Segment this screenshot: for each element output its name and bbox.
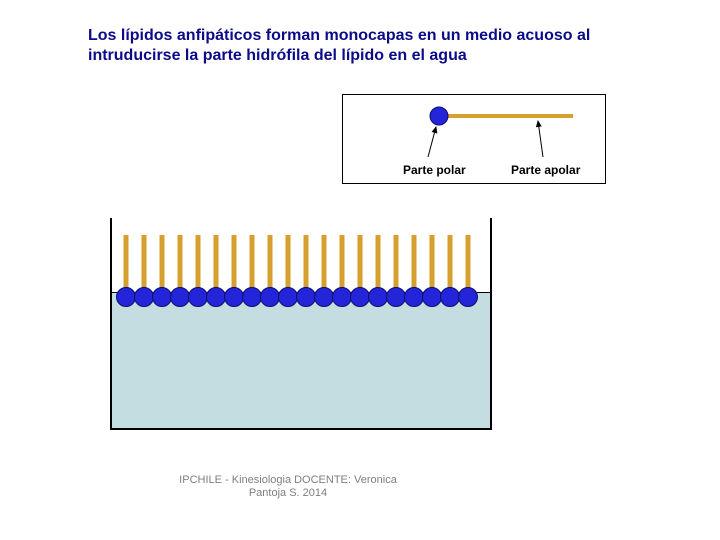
lipid-head	[206, 287, 226, 307]
legend-label-polar: Parte polar	[403, 163, 466, 177]
footer-line-2: Pantoja S. 2014	[249, 487, 327, 499]
footer-line-1: IPCHILE - Kinesiologia DOCENTE: Veronica	[179, 474, 397, 486]
lipid-head	[404, 287, 424, 307]
legend-box: Parte polar Parte apolar	[342, 94, 606, 184]
title-line-1: Los lípidos anfipáticos forman monocapas…	[88, 27, 590, 44]
slide-footer: IPCHILE - Kinesiologia DOCENTE: Veronica…	[158, 474, 418, 500]
water-container	[110, 218, 492, 430]
arrow-apolar	[538, 121, 543, 157]
lipid-head	[278, 287, 298, 307]
lipid-head	[152, 287, 172, 307]
lipid-head	[314, 287, 334, 307]
lipid-monolayer	[112, 218, 490, 428]
lipid-head	[242, 287, 262, 307]
legend-label-apolar: Parte apolar	[511, 163, 580, 177]
lipid-head	[170, 287, 190, 307]
slide: Los lípidos anfipáticos forman monocapas…	[0, 0, 720, 540]
lipid-head	[440, 287, 460, 307]
lipid-head	[188, 287, 208, 307]
lipid-head	[332, 287, 352, 307]
title-line-2: intruducirse la parte hidrófila del lípi…	[88, 47, 467, 64]
lipid-head	[224, 287, 244, 307]
lipid-head	[134, 287, 154, 307]
lipid-head	[386, 287, 406, 307]
lipid-head	[260, 287, 280, 307]
arrow-polar	[428, 127, 436, 157]
lipid-head	[458, 287, 478, 307]
lipid-head	[116, 287, 136, 307]
slide-title: Los lípidos anfipáticos forman monocapas…	[88, 26, 648, 66]
lipid-head	[296, 287, 316, 307]
lipid-head	[350, 287, 370, 307]
legend-lipid-head	[430, 107, 448, 125]
lipid-head	[368, 287, 388, 307]
lipid-head	[422, 287, 442, 307]
